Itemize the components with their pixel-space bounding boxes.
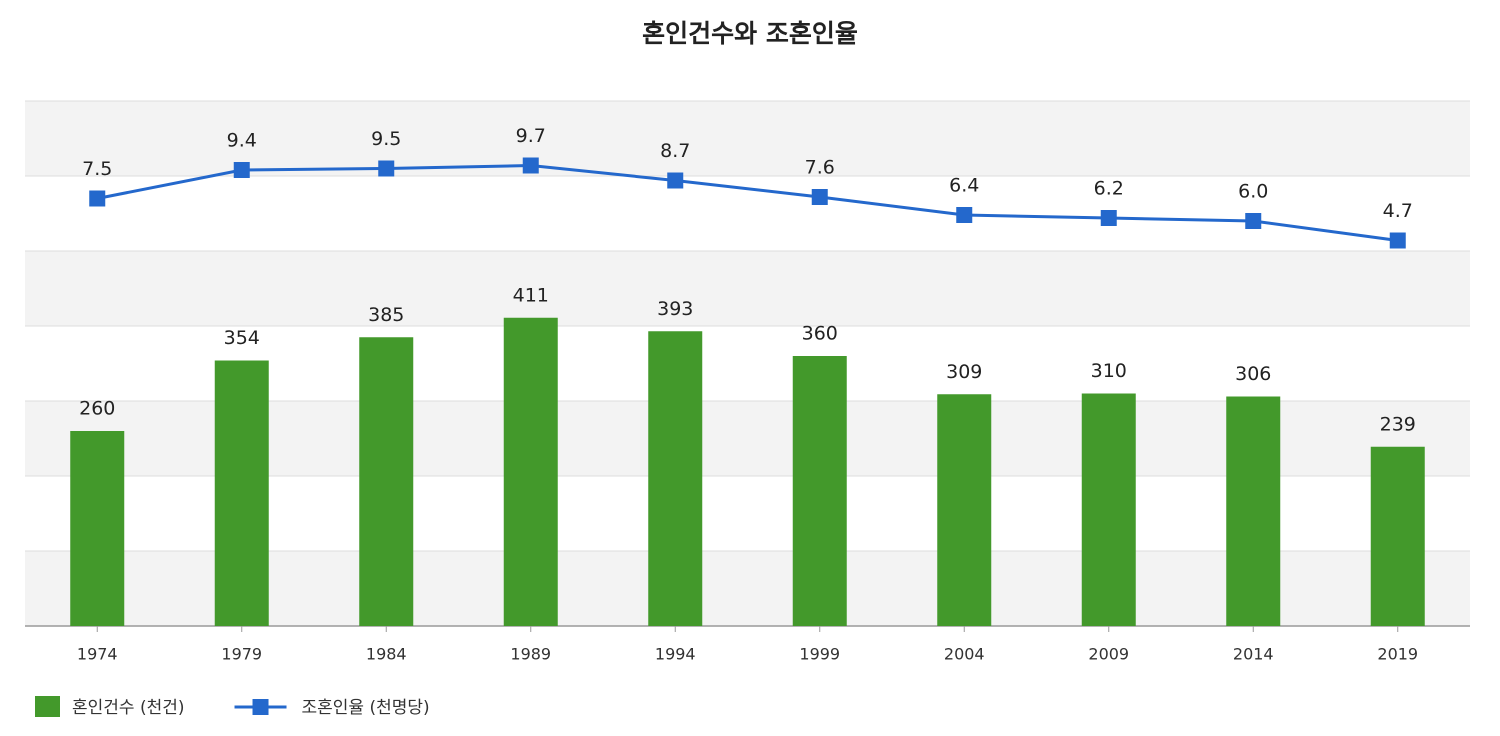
line-marker xyxy=(1389,232,1406,249)
value-label: 310 xyxy=(1091,360,1127,382)
bar xyxy=(792,356,847,626)
x-tick-label: 1999 xyxy=(799,645,840,664)
grid-band xyxy=(25,251,1470,326)
value-label: 9.4 xyxy=(227,130,257,152)
value-label: 393 xyxy=(657,298,693,320)
x-tick-label: 2019 xyxy=(1377,645,1418,664)
value-label: 306 xyxy=(1235,363,1271,385)
value-label: 6.4 xyxy=(949,175,979,197)
x-tick-label: 2009 xyxy=(1088,645,1129,664)
value-label: 354 xyxy=(224,327,260,349)
chart-title: 혼인건수와 조혼인율 xyxy=(642,19,858,48)
value-label: 4.7 xyxy=(1383,200,1413,222)
legend-swatch xyxy=(35,696,60,717)
bar xyxy=(1370,446,1425,626)
line-marker xyxy=(378,160,395,177)
x-tick-label: 1989 xyxy=(510,645,551,664)
value-label: 411 xyxy=(513,284,549,306)
value-label: 6.0 xyxy=(1238,181,1268,203)
grid-band xyxy=(25,101,1470,176)
x-tick-label: 1979 xyxy=(221,645,262,664)
value-label: 7.6 xyxy=(805,157,835,179)
line-marker xyxy=(89,190,106,207)
bar xyxy=(214,360,269,626)
value-label: 8.7 xyxy=(660,140,690,162)
line-marker xyxy=(1100,210,1117,226)
value-label: 6.2 xyxy=(1094,178,1124,200)
x-tick-label: 1974 xyxy=(77,645,118,664)
bar xyxy=(648,331,703,626)
legend-label: 혼인건수 (천건) xyxy=(72,698,185,718)
bar xyxy=(937,394,992,626)
line-marker xyxy=(667,172,684,189)
value-label: 9.5 xyxy=(371,128,401,150)
bar xyxy=(359,337,414,626)
x-tick-label: 1994 xyxy=(655,645,696,664)
x-tick-label: 1984 xyxy=(366,645,407,664)
legend-label: 조혼인율 (천명당) xyxy=(302,698,430,718)
bar xyxy=(1226,396,1281,626)
line-marker xyxy=(811,189,828,205)
bar xyxy=(1081,393,1136,626)
value-label: 385 xyxy=(368,304,404,326)
value-label: 260 xyxy=(79,398,115,420)
line-marker xyxy=(1245,213,1262,229)
bar xyxy=(70,431,125,626)
value-label: 309 xyxy=(946,361,982,383)
line xyxy=(96,163,1398,242)
bar xyxy=(503,317,558,626)
value-label: 7.5 xyxy=(82,158,112,180)
line-marker xyxy=(522,157,539,174)
value-label: 360 xyxy=(802,323,838,345)
line-marker xyxy=(233,162,250,178)
line-marker xyxy=(956,207,973,223)
x-tick-label: 2004 xyxy=(944,645,985,664)
x-tick-label: 2014 xyxy=(1233,645,1274,664)
value-label: 239 xyxy=(1380,413,1416,435)
legend-swatch xyxy=(252,699,269,715)
value-label: 9.7 xyxy=(516,125,546,147)
